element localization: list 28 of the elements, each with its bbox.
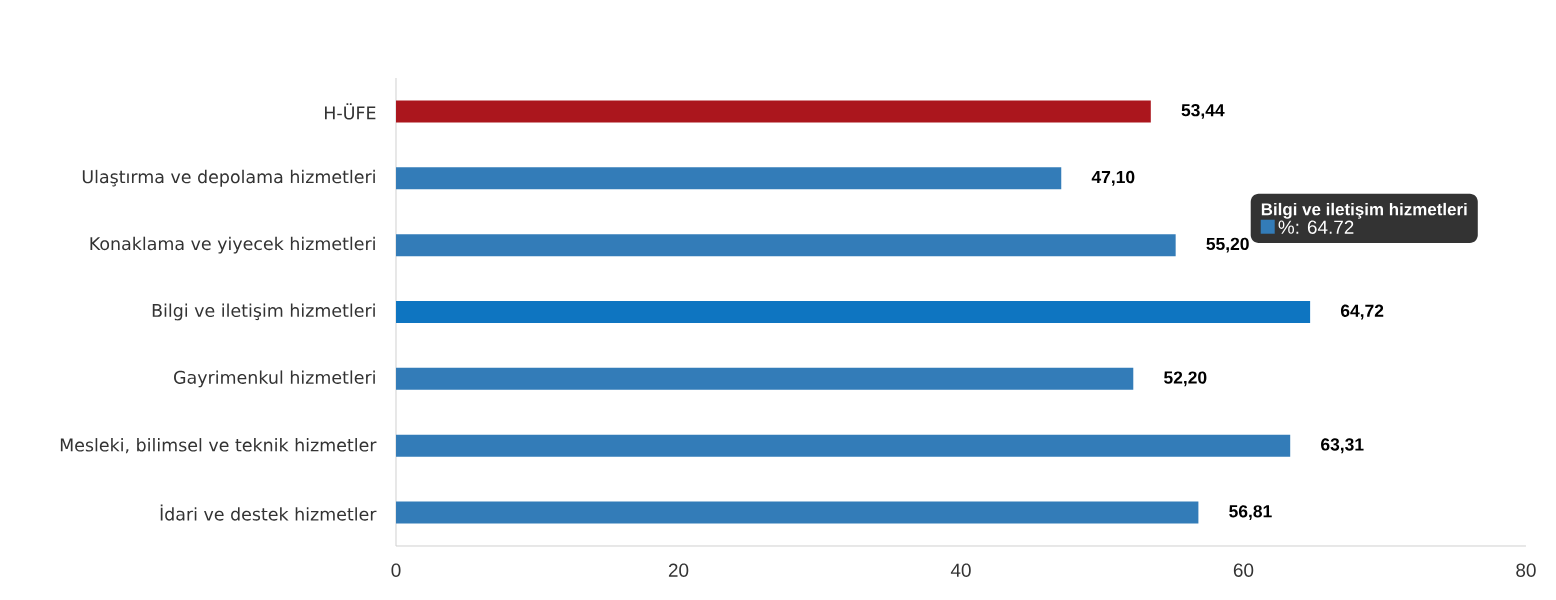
data-label: 53,44 — [1181, 103, 1225, 119]
bar — [396, 100, 1151, 123]
bar — [396, 300, 1311, 323]
bar — [396, 367, 1134, 390]
bar — [396, 434, 1291, 457]
x-tick-label: 0 — [391, 563, 401, 577]
y-tick-label: Mesleki, bilimsel ve teknik hizmetler — [60, 438, 377, 454]
y-tick-label: İdari ve destek hizmetler — [160, 504, 377, 521]
bar — [396, 167, 1062, 190]
y-tick-label: H-ÜFE — [325, 103, 376, 120]
x-tick-label: 20 — [668, 563, 689, 577]
data-label: 63,31 — [1321, 438, 1364, 454]
bar — [396, 501, 1199, 524]
x-tick-label: 60 — [1233, 563, 1254, 577]
data-label: 47,10 — [1091, 170, 1135, 186]
y-tick-label: Bilgi ve iletişim hizmetleri — [152, 303, 375, 321]
x-tick-label: 80 — [1516, 563, 1536, 577]
data-label: 55,20 — [1206, 237, 1249, 253]
annotation: %: 64.72 — [1278, 220, 1354, 234]
data-label: 56,81 — [1229, 505, 1272, 520]
y-tick-label: Ulaştırma ve depolama hizmetleri — [82, 169, 375, 187]
annotation: Bilgi ve iletişim hizmetleri — [1261, 202, 1467, 219]
y-tick-label: Konaklama ve yiyecek hizmetleri — [90, 236, 375, 254]
y-tick-label: Gayrimenkul hizmetleri — [174, 370, 375, 388]
data-label: 52,20 — [1164, 371, 1207, 387]
bar — [396, 234, 1176, 257]
data-label: 64,72 — [1340, 304, 1384, 320]
x-tick-label: 40 — [950, 563, 971, 577]
